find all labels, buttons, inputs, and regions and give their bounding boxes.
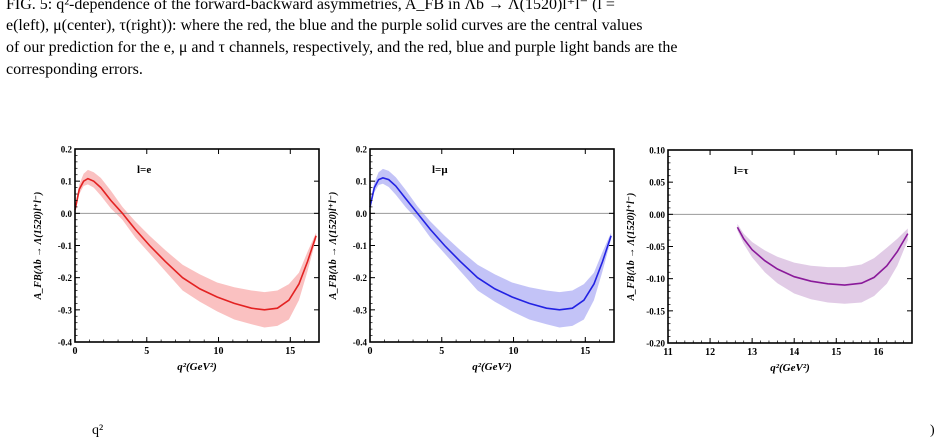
x-tick-label: 10 (214, 346, 224, 357)
y-tick-label: -0.20 (646, 339, 665, 349)
next-caption-fragment: q² (92, 423, 104, 438)
y-axis-label: A_FB(Λb → Λ(1520)l⁺l⁻) (33, 192, 44, 301)
y-tick-label: 0.00 (649, 210, 665, 220)
x-tick-label: 15 (580, 346, 590, 357)
x-tick-label: 12 (705, 347, 715, 358)
y-tick-label: -0.1 (353, 241, 368, 251)
x-axis-label: q²(GeV²) (472, 361, 512, 373)
y-tick-label: 0.2 (356, 145, 368, 155)
panel-annotation: l=μ (432, 164, 448, 176)
y-tick-label: -0.2 (353, 273, 368, 283)
x-tick-label: 16 (873, 347, 883, 358)
y-tick-label: -0.4 (58, 338, 73, 348)
x-tick-label: 5 (439, 346, 444, 357)
x-tick-label: 15 (285, 346, 295, 357)
panel-annotation: l=e (137, 164, 151, 176)
panel-annotation: l=τ (734, 165, 748, 177)
x-tick-label: 14 (789, 347, 799, 358)
x-tick-label: 13 (747, 347, 757, 358)
y-tick-label: -0.4 (353, 338, 368, 348)
x-tick-label: 5 (144, 346, 149, 357)
x-tick-label: 10 (509, 346, 519, 357)
y-tick-label: -0.2 (58, 273, 73, 283)
chart-panel-2: 0.2 0.1 0.0 -0.1 -0.2 -0.3 -0.40 5 10 15 l=μ q²(GeV… (328, 145, 615, 373)
y-tick-label: 0.0 (61, 209, 73, 219)
chart-panel-1: 0.2 0.1 0.0 -0.1 -0.2 -0.3 -0.40 5 10 15 l=e q²(GeV… (33, 145, 320, 373)
y-tick-label: -0.10 (646, 274, 665, 284)
central-curve (369, 177, 612, 311)
caption-line-2: e(left), μ(center), τ(right)): where the… (6, 17, 643, 34)
x-tick-label: 15 (831, 347, 841, 358)
y-tick-label: -0.15 (646, 306, 665, 316)
x-tick-label: 0 (73, 346, 78, 357)
error-band (370, 168, 612, 328)
y-tick-label: -0.05 (646, 242, 665, 252)
y-tick-label: 0.10 (649, 146, 665, 156)
plot-frame (667, 149, 913, 344)
error-band (737, 224, 908, 304)
y-tick-label: 0.2 (61, 145, 73, 155)
error-band (75, 169, 317, 328)
y-axis-label: A_FB(Λb → Λ(1520)l⁺l⁻) (328, 192, 339, 301)
x-axis-label: q²(GeV²) (177, 361, 217, 373)
caption-line-3: of our prediction for the e, μ and τ cha… (6, 39, 678, 56)
x-tick-label: 11 (663, 347, 672, 358)
y-tick-label: -0.1 (58, 241, 73, 251)
y-tick-label: -0.3 (353, 305, 368, 315)
y-axis-label: A_FB(Λb → Λ(1520)l⁺l⁻) (626, 193, 637, 302)
x-tick-label: 0 (368, 346, 373, 357)
central-curve (74, 177, 317, 311)
x-axis-label: q²(GeV²) (770, 362, 810, 374)
central-curve (736, 226, 909, 286)
caption-line-4: corresponding errors. (6, 61, 143, 78)
y-tick-label: -0.3 (58, 305, 73, 315)
y-tick-label: 0.05 (649, 178, 665, 188)
y-tick-label: 0.1 (61, 177, 73, 187)
next-caption-paren: ) (930, 423, 935, 438)
y-tick-label: 0.0 (356, 209, 368, 219)
y-tick-label: 0.1 (356, 177, 368, 187)
caption-line-1: FIG. 5: q²-dependence of the forward-bac… (6, 0, 615, 13)
